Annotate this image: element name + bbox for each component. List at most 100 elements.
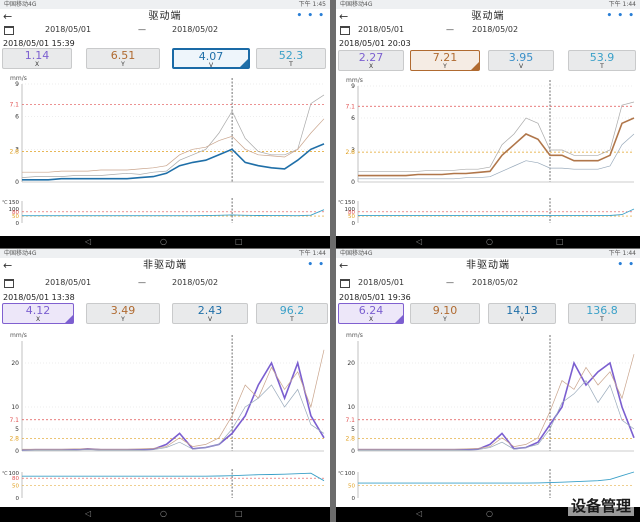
calendar-icon[interactable]: [340, 279, 350, 288]
value-number: 14.13: [506, 304, 538, 317]
home-circle-icon[interactable]: ○: [160, 237, 167, 246]
home-circle-icon[interactable]: ○: [486, 237, 493, 246]
back-arrow-icon[interactable]: ←: [3, 259, 13, 272]
temp-tick-label: 100: [345, 207, 356, 213]
value-box-y[interactable]: 3.49 Y: [86, 303, 160, 324]
date-range: 2018/05/01 — 2018/05/02: [0, 25, 330, 37]
value-box-v[interactable]: 3.95 V: [488, 50, 554, 71]
more-dots-icon[interactable]: • • •: [606, 11, 635, 21]
value-box-y[interactable]: 9.10 Y: [410, 303, 480, 324]
value-number: 52.3: [278, 49, 304, 62]
vibration-svg: mm/s9 7.1 6 32.8 0: [345, 77, 635, 186]
back-triangle-icon[interactable]: ◁: [416, 237, 423, 246]
value-box-x[interactable]: 4.12 X: [2, 303, 74, 324]
value-box-x[interactable]: 6.24 X: [338, 303, 404, 324]
date-to[interactable]: 2018/05/02: [472, 25, 519, 34]
value-box-t[interactable]: 53.9 T: [568, 50, 636, 71]
title-bar: ← 非驱动端 • •: [336, 258, 640, 274]
back-arrow-icon[interactable]: ←: [339, 259, 349, 272]
home-circle-icon[interactable]: ○: [160, 509, 167, 518]
value-box-x[interactable]: 2.27 X: [338, 50, 404, 71]
date-from[interactable]: 2018/05/01: [358, 25, 405, 34]
temp-tick-label: 150: [9, 200, 20, 206]
vibration-svg: mm/s9 7.1 6 32.8 0: [9, 75, 325, 186]
axis-label: Y: [121, 61, 125, 68]
axis-label: T: [289, 61, 293, 68]
back-triangle-icon[interactable]: ◁: [85, 237, 92, 246]
y-tick-label: 9: [351, 83, 355, 90]
calendar-icon[interactable]: [4, 279, 14, 288]
value-number: 3.95: [508, 51, 534, 64]
series-line-y: [22, 349, 325, 450]
more-dots-icon[interactable]: • •: [617, 260, 635, 270]
y-tick-label: 7.1: [9, 102, 19, 109]
calendar-icon[interactable]: [4, 26, 14, 35]
back-triangle-icon[interactable]: ◁: [416, 509, 423, 518]
temp-tick-label: 80: [12, 210, 19, 216]
more-dots-icon[interactable]: • •: [307, 260, 325, 270]
clock-label: 下午 1:45: [298, 1, 326, 8]
temp-tick-label: 50: [348, 214, 355, 220]
home-circle-icon[interactable]: ○: [486, 509, 493, 518]
temperature-chart[interactable]: ℃ 150 100 80 50 0: [0, 198, 330, 226]
vibration-svg: mm/s 20 10 7.1 5 2.8 0: [345, 332, 635, 455]
calendar-icon[interactable]: [340, 26, 350, 35]
value-number: 9.10: [432, 304, 458, 317]
y-tick-label: 20: [347, 360, 355, 367]
value-box-y[interactable]: 6.51 Y: [86, 48, 160, 69]
back-triangle-icon[interactable]: ◁: [85, 509, 92, 518]
date-to[interactable]: 2018/05/02: [472, 278, 519, 287]
vibration-chart[interactable]: mm/s 20 10 7.1 5 2.8 0: [0, 329, 330, 459]
recents-square-icon[interactable]: □: [235, 509, 243, 518]
more-dots-icon[interactable]: • • •: [296, 11, 325, 21]
value-box-v[interactable]: 2.43 V: [172, 303, 248, 324]
value-box-t[interactable]: 136.8 T: [568, 303, 636, 324]
title-bar: ← 非驱动端 • •: [0, 258, 330, 274]
value-box-v[interactable]: 14.13 V: [488, 303, 556, 324]
temperature-chart[interactable]: ℃ 100 80 50 0: [0, 469, 330, 501]
series-line-x: [21, 360, 325, 451]
date-from[interactable]: 2018/05/01: [45, 25, 92, 34]
carrier-label: 中国移动4G: [340, 250, 373, 257]
value-box-y[interactable]: 7.21 Y: [410, 50, 480, 71]
temp-tick-label: 0: [16, 496, 20, 501]
y-tick-label: 7.1: [345, 417, 355, 424]
date-separator: —: [138, 25, 146, 34]
temp-tick-label: 50: [348, 484, 355, 490]
value-number: 6.24: [358, 304, 384, 317]
value-box-v[interactable]: 4.07 V: [172, 48, 250, 69]
date-separator: —: [138, 278, 146, 287]
panel-drive-end-2: 中国移动4G 下午 1:44 ← 驱动端 • • • 2018/05/01—2018/05…: [336, 0, 640, 236]
value-box-t[interactable]: 52.3 T: [256, 48, 326, 69]
date-to[interactable]: 2018/05/02: [172, 278, 219, 287]
clock-label: 下午 1:44: [608, 250, 636, 257]
date-to[interactable]: 2018/05/02: [172, 25, 219, 34]
axis-label: T: [600, 63, 604, 70]
value-number: 6.51: [110, 49, 136, 62]
axis-label: T: [290, 316, 294, 323]
recents-square-icon[interactable]: □: [235, 237, 243, 246]
value-box-x[interactable]: 1.14 X: [2, 48, 72, 69]
cursor-timestamp: 2018/05/01 13:38: [3, 293, 75, 302]
temperature-chart[interactable]: ℃ 100 50 0: [336, 469, 640, 501]
recents-square-icon[interactable]: □: [556, 237, 564, 246]
temperature-chart[interactable]: ℃ 150 100 80 50 0: [336, 198, 640, 226]
selected-corner: [471, 62, 479, 70]
y-tick-label: 10: [11, 404, 19, 411]
carrier-label: 中国移动4G: [4, 1, 37, 8]
vibration-chart[interactable]: mm/s 9 7.1 6 3 2.8 0: [336, 74, 640, 190]
vibration-chart[interactable]: mm/s 9 7.1 6 3 2.8 0: [0, 72, 330, 190]
vibration-svg: mm/s 20 10 7.1 5 2.8 0: [9, 332, 325, 455]
date-from[interactable]: 2018/05/01: [45, 278, 92, 287]
temp-tick-label: 50: [12, 214, 19, 220]
temperature-svg: ℃ 100 50 0: [338, 469, 635, 501]
back-arrow-icon[interactable]: ←: [3, 10, 13, 23]
value-box-t[interactable]: 96.2 T: [256, 303, 328, 324]
axis-label: T: [600, 316, 604, 323]
unit-label: mm/s: [10, 332, 27, 339]
back-arrow-icon[interactable]: ←: [339, 10, 349, 23]
y-tick-label: 6: [351, 115, 355, 122]
vibration-chart[interactable]: mm/s 20 10 7.1 5 2.8 0: [336, 329, 640, 459]
date-from[interactable]: 2018/05/01: [358, 278, 405, 287]
